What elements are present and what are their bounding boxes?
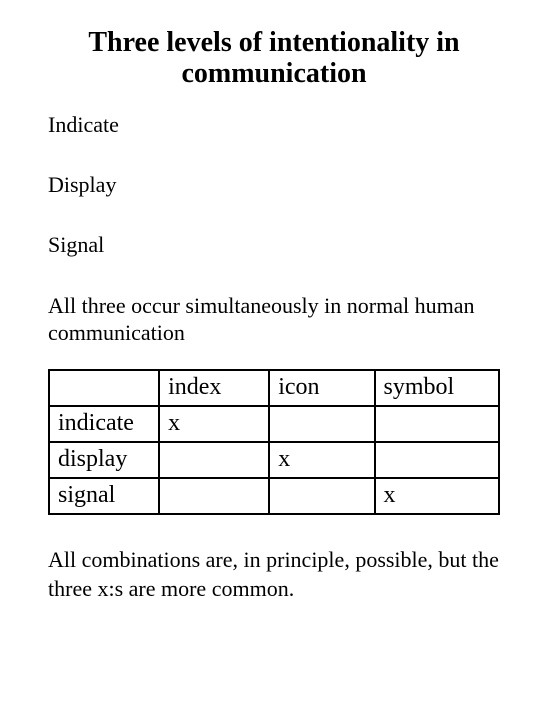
table-cell — [159, 478, 269, 514]
table-row-label: display — [49, 442, 159, 478]
table-header: symbol — [375, 370, 500, 406]
paragraph: All three occur simultaneously in normal… — [48, 292, 500, 347]
table-header — [49, 370, 159, 406]
paragraph: All combinations are, in principle, poss… — [48, 545, 500, 604]
table-row: display x — [49, 442, 499, 478]
table-cell — [269, 406, 374, 442]
table-header: index — [159, 370, 269, 406]
list-item: Display — [48, 172, 500, 198]
table-cell — [375, 406, 500, 442]
intentionality-table: index icon symbol indicate x display x s… — [48, 369, 500, 515]
table-cell — [375, 442, 500, 478]
table-row-label: indicate — [49, 406, 159, 442]
list-item: Signal — [48, 232, 500, 258]
table-cell — [269, 478, 374, 514]
list-item: Indicate — [48, 112, 500, 138]
page-title: Three levels of intentionality in commun… — [48, 28, 500, 90]
table-row: indicate x — [49, 406, 499, 442]
table-header: icon — [269, 370, 374, 406]
table-cell: x — [375, 478, 500, 514]
table-row: index icon symbol — [49, 370, 499, 406]
table-cell: x — [159, 406, 269, 442]
document-page: Three levels of intentionality in commun… — [0, 0, 540, 632]
table-row: signal x — [49, 478, 499, 514]
table-cell — [159, 442, 269, 478]
table-cell: x — [269, 442, 374, 478]
table-row-label: signal — [49, 478, 159, 514]
